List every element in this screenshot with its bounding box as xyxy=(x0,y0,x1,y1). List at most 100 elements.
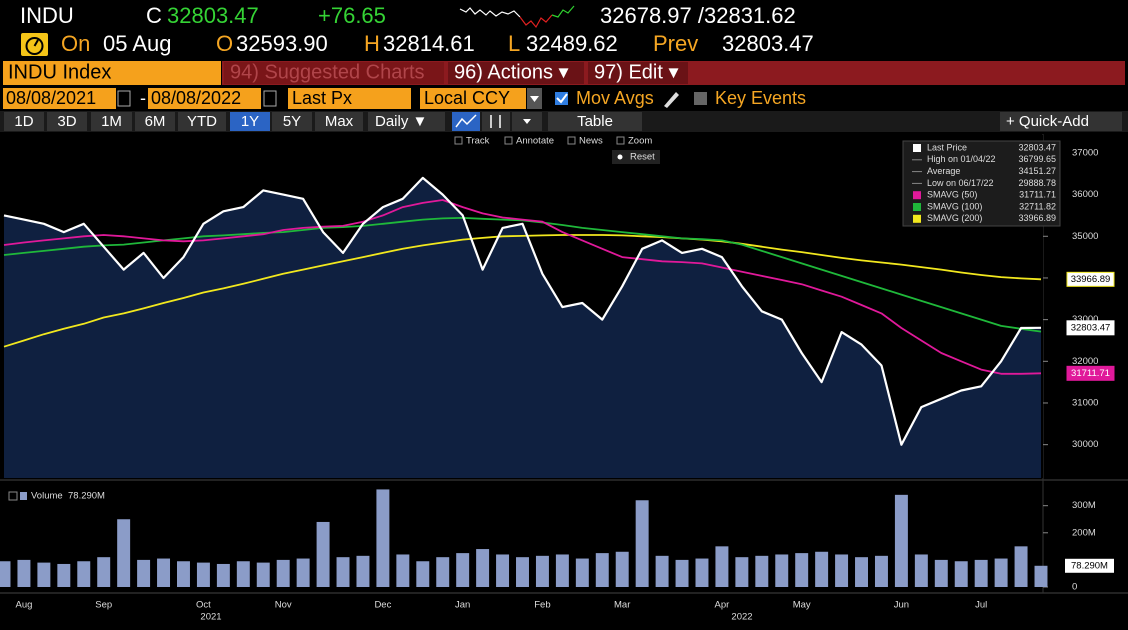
value-tag-label: 32803.47 xyxy=(1071,322,1111,333)
volume-bar xyxy=(97,557,111,587)
volume-bar xyxy=(954,561,968,587)
volume-bar xyxy=(855,557,869,587)
volume-bar xyxy=(296,558,310,587)
key-events-label: Key Events xyxy=(715,88,806,108)
moving-average-line xyxy=(3,199,1042,375)
legend-label: Last Price xyxy=(927,142,967,152)
dropdown-arrow xyxy=(523,119,531,124)
period-label: 3D xyxy=(57,113,76,130)
security-field[interactable] xyxy=(3,61,221,85)
period-label: 1D xyxy=(14,113,33,130)
frequency: Daily ▼ xyxy=(375,113,427,130)
candle-button[interactable] xyxy=(482,112,510,131)
volume-bar xyxy=(0,561,11,587)
value-tag-label: 78.290M xyxy=(1071,560,1108,571)
quick-add-button[interactable] xyxy=(1000,112,1122,131)
pencil-icon[interactable] xyxy=(664,92,679,108)
volume-bar xyxy=(1034,565,1048,587)
volume-bar xyxy=(57,563,71,587)
period-button[interactable] xyxy=(178,112,226,131)
legend-swatch xyxy=(913,203,921,211)
volume-bar xyxy=(37,562,51,587)
table-button[interactable] xyxy=(548,112,642,131)
volume-bar xyxy=(874,555,888,587)
mov-avgs-checkbox[interactable] xyxy=(555,92,568,105)
candle-icon xyxy=(490,115,501,128)
ticker: INDU xyxy=(20,3,74,28)
calendar-icon[interactable] xyxy=(263,90,277,107)
close-label: C xyxy=(146,3,162,28)
close-price: 32803.47 xyxy=(167,3,259,28)
legend-label: Volume xyxy=(31,491,63,502)
volume-bar xyxy=(994,558,1008,587)
y-tick-label: 0 xyxy=(1072,582,1077,593)
period-button[interactable] xyxy=(272,112,312,131)
y-tick-label: 200M xyxy=(1072,527,1096,538)
key-events-checkbox[interactable] xyxy=(694,92,707,105)
x-tick-label: Apr xyxy=(715,600,730,611)
tool-icon xyxy=(567,136,576,145)
menu-label: 96) Actions ▾ xyxy=(454,61,569,83)
legend-value: 31711.71 xyxy=(1019,190,1056,200)
legend-toggle[interactable] xyxy=(8,491,18,501)
volume-bar xyxy=(695,558,709,587)
volume-bar xyxy=(835,554,849,587)
x-tick-label: May xyxy=(793,600,811,611)
volume-bar xyxy=(595,553,609,587)
volume-bar xyxy=(535,555,549,587)
volume-bar xyxy=(376,489,390,587)
volume-bar xyxy=(17,559,31,587)
calendar-icon[interactable] xyxy=(117,90,131,107)
menu-button[interactable] xyxy=(224,62,444,84)
reset-label: Reset xyxy=(630,152,655,163)
volume-bar xyxy=(117,519,131,587)
price-line xyxy=(3,176,1042,446)
tool-label[interactable]: Annotate xyxy=(516,136,554,147)
volume-bar xyxy=(456,553,470,587)
menus: 94) Suggested Charts 96) Actions ▾ 97) Edi… xyxy=(224,61,688,84)
volume-bar xyxy=(356,555,370,587)
volume-bar xyxy=(137,559,151,587)
value-tag xyxy=(1066,365,1115,381)
table-label: Table xyxy=(577,113,613,130)
y-tick-label: 37000 xyxy=(1072,147,1098,158)
low-label: L xyxy=(508,31,520,56)
frequency-button[interactable] xyxy=(368,112,445,131)
volume-bar xyxy=(934,559,948,587)
currency-select[interactable] xyxy=(420,88,526,109)
start-date-field[interactable] xyxy=(3,88,116,109)
price-chart: 3000031000320003300034000350003600037000… xyxy=(0,135,1115,478)
volume-bar xyxy=(157,558,171,587)
x-tick-label: Mar xyxy=(614,600,630,611)
field-select[interactable] xyxy=(288,88,411,109)
date-dash: - xyxy=(140,88,146,108)
reset-button[interactable] xyxy=(612,150,660,164)
dropdown-arrow xyxy=(530,96,539,102)
period-label: 1Y xyxy=(241,113,259,130)
tool-label[interactable]: Track xyxy=(466,136,490,147)
end-date-field[interactable] xyxy=(148,88,261,109)
volume-bar xyxy=(775,554,789,587)
period-button[interactable] xyxy=(91,112,132,131)
volume-bar xyxy=(894,494,908,587)
quick-add-label: + Quick-Add xyxy=(1006,113,1089,130)
y-tick-label: 30000 xyxy=(1072,439,1098,450)
currency: Local CCY xyxy=(424,88,510,108)
menu-button[interactable] xyxy=(588,62,688,84)
tool-label[interactable]: News xyxy=(579,136,603,147)
x-tick-label: Oct xyxy=(196,600,211,611)
period-button[interactable] xyxy=(4,112,44,131)
menu-button[interactable] xyxy=(448,62,584,84)
check-mark xyxy=(556,93,568,104)
x-tick-label: Feb xyxy=(534,600,550,611)
period-label: 5Y xyxy=(283,113,301,130)
period-button[interactable] xyxy=(135,112,175,131)
line-chart-button[interactable] xyxy=(452,112,480,131)
prev-price: 32803.47 xyxy=(722,31,814,56)
period-button[interactable] xyxy=(315,112,363,131)
tool-label[interactable]: Zoom xyxy=(628,136,652,147)
period-button[interactable] xyxy=(230,112,270,131)
period-button[interactable] xyxy=(47,112,87,131)
legend-label: SMAVG (50) xyxy=(927,190,977,200)
